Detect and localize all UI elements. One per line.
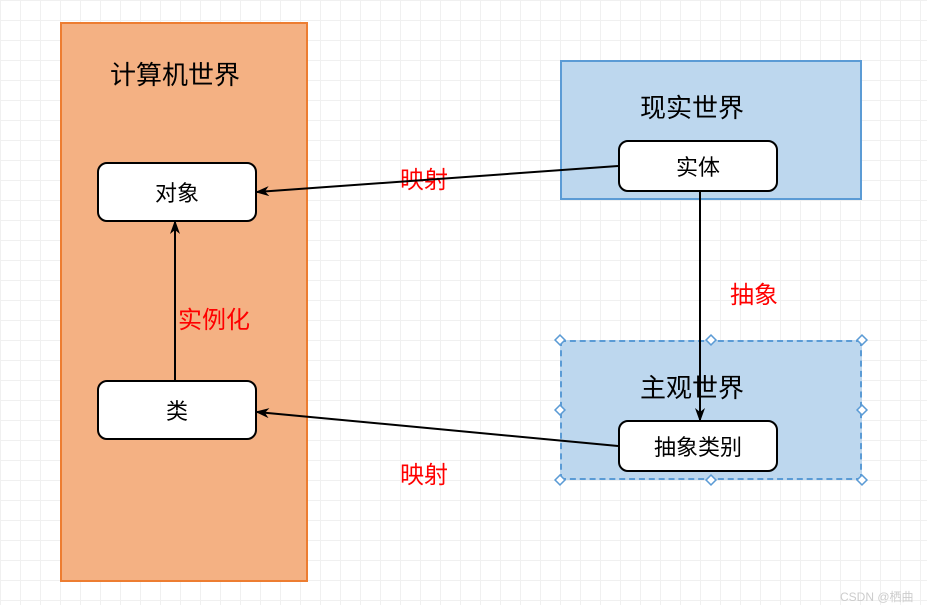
node-class-label: 类	[166, 394, 188, 426]
node-entity-label: 实体	[676, 150, 720, 182]
watermark: CSDN @栖曲	[840, 588, 914, 605]
title-computer-world: 计算机世界	[110, 55, 240, 92]
edge-label-abstract: 抽象	[730, 275, 778, 310]
node-abstract-category[interactable]: 抽象类别	[618, 420, 778, 472]
node-class[interactable]: 类	[97, 380, 257, 440]
node-entity[interactable]: 实体	[618, 140, 778, 192]
edge-label-map2: 映射	[400, 455, 448, 490]
edge-label-instantiate: 实例化	[178, 300, 250, 335]
edge-label-map1: 映射	[400, 160, 448, 195]
node-object[interactable]: 对象	[97, 162, 257, 222]
title-subjective-world: 主观世界	[640, 368, 744, 405]
node-abstract-category-label: 抽象类别	[654, 430, 742, 462]
node-object-label: 对象	[155, 176, 199, 208]
title-real-world: 现实世界	[640, 88, 744, 125]
